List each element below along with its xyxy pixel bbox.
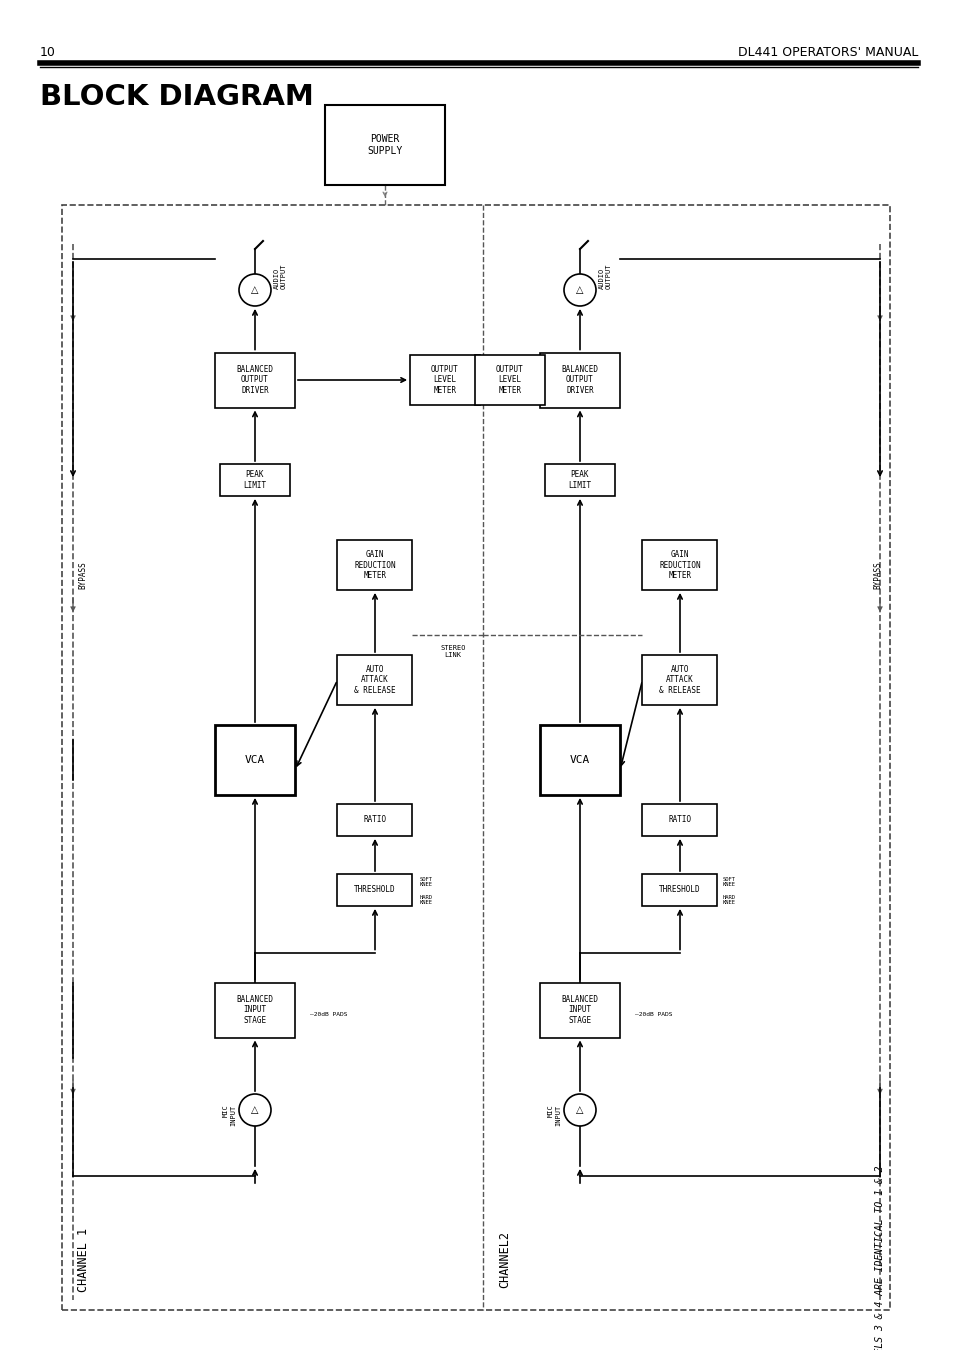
Bar — [214, 725, 294, 795]
Text: △: △ — [251, 285, 258, 296]
Text: △: △ — [576, 1106, 583, 1115]
Text: STEREO
LINK: STEREO LINK — [439, 645, 465, 657]
Text: BYPASS: BYPASS — [78, 562, 87, 589]
Circle shape — [239, 274, 271, 306]
Text: CHANNEL2: CHANNEL2 — [497, 1231, 511, 1288]
Text: THRESHOLD: THRESHOLD — [354, 886, 395, 895]
Text: VCA: VCA — [569, 755, 590, 765]
Text: BALANCED
OUTPUT
DRIVER: BALANCED OUTPUT DRIVER — [236, 364, 274, 396]
Bar — [641, 805, 717, 836]
Bar — [641, 873, 717, 906]
Text: HARD
KNEE: HARD KNEE — [721, 895, 735, 906]
Text: △: △ — [251, 1106, 258, 1115]
Text: BALANCED
INPUT
STAGE: BALANCED INPUT STAGE — [561, 995, 598, 1025]
Circle shape — [563, 274, 596, 306]
Bar — [641, 540, 717, 590]
Bar — [475, 355, 544, 405]
Bar — [544, 464, 615, 495]
Text: THRESHOLD: THRESHOLD — [659, 886, 700, 895]
Text: AUDIO
OUTPUT: AUDIO OUTPUT — [598, 263, 612, 289]
Bar — [337, 540, 412, 590]
Text: GAIN
REDUCTION
METER: GAIN REDUCTION METER — [354, 549, 395, 580]
Text: 10: 10 — [40, 46, 56, 58]
Text: BALANCED
INPUT
STAGE: BALANCED INPUT STAGE — [236, 995, 274, 1025]
Bar — [337, 805, 412, 836]
Text: MIC
INPUT: MIC INPUT — [547, 1104, 560, 1126]
Circle shape — [239, 1094, 271, 1126]
Bar — [214, 352, 294, 408]
Text: NOTE : CHANNELS 3 & 4 ARE IDENTICAL TO 1 & 2: NOTE : CHANNELS 3 & 4 ARE IDENTICAL TO 1… — [874, 1166, 884, 1350]
Text: VCA: VCA — [245, 755, 265, 765]
Text: AUDIO
OUTPUT: AUDIO OUTPUT — [274, 263, 287, 289]
Text: PEAK
LIMIT: PEAK LIMIT — [568, 470, 591, 490]
Text: BALANCED
OUTPUT
DRIVER: BALANCED OUTPUT DRIVER — [561, 364, 598, 396]
Text: HARD
KNEE: HARD KNEE — [419, 895, 433, 906]
Text: POWER
SUPPLY: POWER SUPPLY — [367, 134, 402, 155]
Bar — [214, 983, 294, 1038]
Text: AUTO
ATTACK
& RELEASE: AUTO ATTACK & RELEASE — [354, 666, 395, 695]
Bar — [220, 464, 290, 495]
Circle shape — [563, 1094, 596, 1126]
Text: DL441 OPERATORS' MANUAL: DL441 OPERATORS' MANUAL — [737, 46, 917, 58]
Bar — [337, 655, 412, 705]
Text: SOFT
KNEE: SOFT KNEE — [721, 876, 735, 887]
Bar — [539, 352, 619, 408]
Bar — [539, 725, 619, 795]
Text: GAIN
REDUCTION
METER: GAIN REDUCTION METER — [659, 549, 700, 580]
Text: BYPASS: BYPASS — [872, 562, 882, 589]
Text: MIC
INPUT: MIC INPUT — [223, 1104, 235, 1126]
Text: CHANNEL 1: CHANNEL 1 — [77, 1228, 90, 1292]
Text: —20dB PADS: —20dB PADS — [635, 1012, 672, 1018]
Text: △: △ — [576, 285, 583, 296]
Bar — [641, 655, 717, 705]
Text: OUTPUT
LEVEL
METER: OUTPUT LEVEL METER — [496, 364, 523, 396]
Text: PEAK
LIMIT: PEAK LIMIT — [243, 470, 266, 490]
Bar — [539, 983, 619, 1038]
Text: RATIO: RATIO — [363, 815, 386, 825]
Text: RATIO: RATIO — [668, 815, 691, 825]
Bar — [325, 105, 444, 185]
Text: BLOCK DIAGRAM: BLOCK DIAGRAM — [40, 82, 314, 111]
Text: AUTO
ATTACK
& RELEASE: AUTO ATTACK & RELEASE — [659, 666, 700, 695]
Text: —20dB PADS: —20dB PADS — [310, 1012, 347, 1018]
Bar — [62, 205, 889, 1310]
Text: OUTPUT
LEVEL
METER: OUTPUT LEVEL METER — [431, 364, 458, 396]
Text: SOFT
KNEE: SOFT KNEE — [419, 876, 433, 887]
Bar — [410, 355, 479, 405]
Bar — [337, 873, 412, 906]
